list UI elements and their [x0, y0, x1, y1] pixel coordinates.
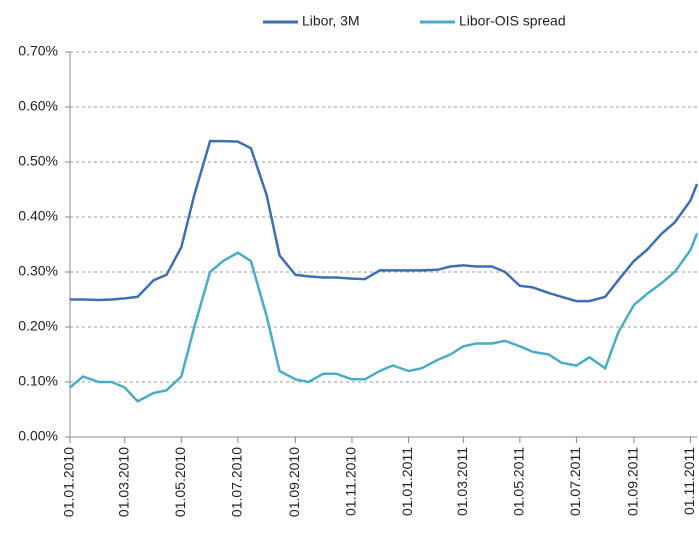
x-tick-label: 01.03.2011: [454, 447, 470, 516]
series-line: [70, 139, 699, 303]
x-tick-label: 01.11.2011: [681, 447, 697, 515]
x-tick-label: 01.01.2010: [61, 447, 77, 517]
y-tick-label: 0.40%: [18, 208, 58, 224]
y-tick-label: 0.00%: [18, 428, 58, 444]
x-tick-label: 01.07.2011: [567, 447, 583, 516]
y-tick-label: 0.50%: [18, 153, 58, 169]
x-tick-label: 01.09.2010: [286, 447, 302, 517]
x-tick-label: 01.01.2011: [399, 447, 415, 516]
y-tick-label: 0.10%: [18, 373, 58, 389]
x-tick-label: 01.07.2010: [229, 447, 245, 517]
y-tick-label: 0.70%: [18, 43, 58, 59]
legend-label: Libor-OIS spread: [459, 13, 566, 29]
x-tick-label: 01.05.2010: [172, 447, 188, 517]
y-tick-label: 0.30%: [18, 263, 58, 279]
y-tick-label: 0.20%: [18, 318, 58, 334]
x-tick-label: 01.11.2010: [343, 447, 359, 516]
x-tick-label: 01.09.2011: [625, 447, 641, 516]
x-tick-label: 01.05.2011: [511, 447, 527, 516]
x-tick-label: 01.03.2010: [115, 447, 131, 517]
legend-label: Libor, 3M: [302, 13, 360, 29]
y-tick-label: 0.60%: [18, 98, 58, 114]
series-line: [69, 233, 699, 403]
